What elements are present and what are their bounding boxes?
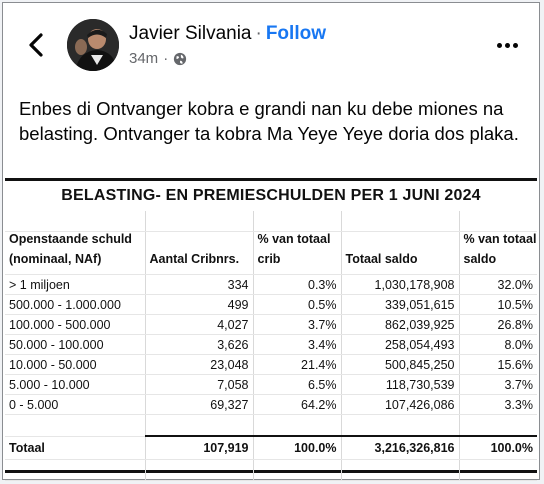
cell-saldo: 107,426,086 <box>341 394 460 415</box>
separator-dot: · <box>163 50 169 67</box>
cell-saldo: 118,730,539 <box>341 374 460 395</box>
table-row: 500.000 - 1.000.000 499 0.5% 339,051,615… <box>5 294 537 315</box>
header-pct-saldo-sub: saldo <box>459 252 537 275</box>
table-spacer-row <box>5 211 537 232</box>
header-range: Openstaande schuld <box>5 231 146 252</box>
cell-range: 100.000 - 500.000 <box>5 314 146 335</box>
cell-count: 4,027 <box>145 314 254 335</box>
cell-pct-saldo: 26.8% <box>459 314 537 335</box>
cell-saldo: 339,051,615 <box>341 294 460 315</box>
table-header-row: Openstaande schuld % van totaal % van to… <box>5 231 537 252</box>
globe-icon[interactable] <box>173 52 187 66</box>
cell-count: 334 <box>145 274 254 295</box>
header-pct-crib-sub: crib <box>253 252 342 275</box>
cell-range: 500.000 - 1.000.000 <box>5 294 146 315</box>
table-row: 5.000 - 10.000 7,058 6.5% 118,730,539 3.… <box>5 374 537 395</box>
avatar[interactable] <box>67 19 119 71</box>
more-options-button[interactable] <box>493 33 521 57</box>
table-row: 0 - 5.000 69,327 64.2% 107,426,086 3.3% <box>5 394 537 415</box>
cell-saldo: 1,030,178,908 <box>341 274 460 295</box>
table-title: BELASTING- EN PREMIESCHULDEN PER 1 JUNI … <box>61 187 481 204</box>
table-row: 100.000 - 500.000 4,027 3.7% 862,039,925… <box>5 314 537 335</box>
post-time[interactable]: 34m <box>129 50 159 67</box>
cell-saldo: 258,054,493 <box>341 334 460 355</box>
cell-count: 499 <box>145 294 254 315</box>
total-pct-saldo: 100.0% <box>459 435 537 460</box>
more-options-icon <box>496 42 502 48</box>
cell-count: 23,048 <box>145 354 254 375</box>
post-text: Enbes di Ontvanger kobra e grandi nan ku… <box>19 98 519 144</box>
cell-pct-saldo: 3.3% <box>459 394 537 415</box>
avatar-photo <box>67 19 119 71</box>
cell-pct-crib: 21.4% <box>253 354 342 375</box>
cell-pct-saldo: 10.5% <box>459 294 537 315</box>
header-range-sub: (nominaal, NAf) <box>5 252 146 275</box>
total-label: Totaal <box>5 436 146 460</box>
chevron-left-icon <box>29 33 43 57</box>
cell-pct-crib: 3.7% <box>253 314 342 335</box>
cell-range: 10.000 - 50.000 <box>5 354 146 375</box>
cell-pct-saldo: 15.6% <box>459 354 537 375</box>
post-image-table[interactable]: BELASTING- EN PREMIESCHULDEN PER 1 JUNI … <box>5 178 537 481</box>
table-spacer-row <box>5 459 537 481</box>
cell-count: 3,626 <box>145 334 254 355</box>
total-saldo: 3,216,326,816 <box>341 435 460 460</box>
table-row: 50.000 - 100.000 3,626 3.4% 258,054,493 … <box>5 334 537 355</box>
header-pct-saldo: % van totaal <box>463 232 537 246</box>
header-pct-crib: % van totaal <box>253 231 342 252</box>
cell-range: 5.000 - 10.000 <box>5 374 146 395</box>
cell-saldo: 862,039,925 <box>341 314 460 335</box>
cell-pct-saldo: 8.0% <box>459 334 537 355</box>
author-line: Javier Silvania · Follow <box>129 23 326 45</box>
table-header-row-2: (nominaal, NAf) Aantal Cribnrs. crib Tot… <box>5 252 537 275</box>
header-saldo: Totaal saldo <box>341 252 460 275</box>
cell-range: 0 - 5.000 <box>5 394 146 415</box>
back-button[interactable] <box>23 30 49 60</box>
table-spacer-row <box>5 414 537 437</box>
cell-pct-crib: 0.5% <box>253 294 342 315</box>
post-meta: 34m · <box>129 50 187 67</box>
follow-button[interactable]: Follow <box>265 23 326 44</box>
total-count: 107,919 <box>145 435 254 460</box>
cell-range: 50.000 - 100.000 <box>5 334 146 355</box>
post-header: Javier Silvania · Follow 34m · <box>3 3 539 83</box>
cell-pct-crib: 6.5% <box>253 374 342 395</box>
cell-count: 69,327 <box>145 394 254 415</box>
cell-pct-crib: 0.3% <box>253 274 342 295</box>
cell-pct-saldo: 3.7% <box>459 374 537 395</box>
header-count-blank <box>145 231 254 252</box>
table-row: 10.000 - 50.000 23,048 21.4% 500,845,250… <box>5 354 537 375</box>
cell-range: > 1 miljoen <box>5 274 146 295</box>
cell-pct-crib: 64.2% <box>253 394 342 415</box>
cell-count: 7,058 <box>145 374 254 395</box>
table-total-row: Totaal 107,919 100.0% 3,216,326,816 100.… <box>5 435 537 460</box>
cell-pct-saldo: 32.0% <box>459 274 537 295</box>
table-row: > 1 miljoen 334 0.3% 1,030,178,908 32.0% <box>5 274 537 295</box>
author-name[interactable]: Javier Silvania <box>129 23 252 44</box>
post-card: Javier Silvania · Follow 34m · Enbes di On… <box>2 2 540 481</box>
total-pct-crib: 100.0% <box>253 435 342 460</box>
cell-saldo: 500,845,250 <box>341 354 460 375</box>
separator-dot: · <box>255 23 262 44</box>
cell-pct-crib: 3.4% <box>253 334 342 355</box>
header-saldo-blank <box>341 231 460 252</box>
header-count: Aantal Cribnrs. <box>145 252 254 275</box>
debt-table: Openstaande schuld % van totaal % van to… <box>5 211 537 481</box>
